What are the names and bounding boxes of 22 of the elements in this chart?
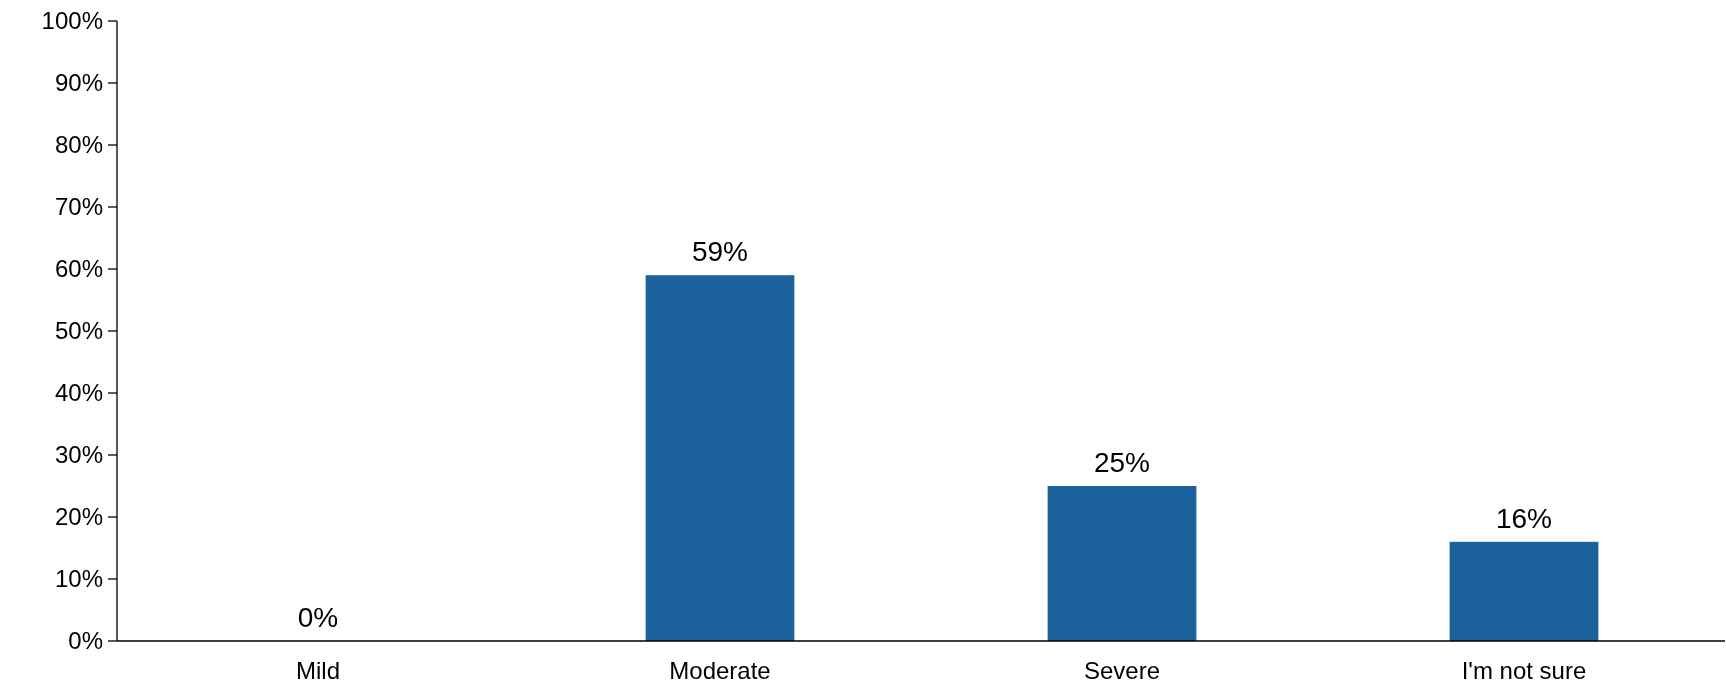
data-label: 0% [297, 602, 339, 633]
y-tick-label: 0% [68, 627, 103, 655]
y-tick-label: 70% [54, 193, 103, 221]
y-tick-label: 90% [54, 69, 103, 97]
y-tick-label: 100% [41, 7, 103, 35]
x-tick-label: Mild [295, 657, 341, 684]
y-tick-label: 40% [54, 379, 103, 407]
y-tick-label: 10% [54, 565, 103, 593]
x-tick-label: Severe [1083, 657, 1161, 684]
y-tick-label: 60% [54, 255, 103, 283]
x-tick-label: I'm not sure [1461, 657, 1587, 684]
y-tick-label: 30% [54, 441, 103, 469]
y-tick-label: 80% [54, 131, 103, 159]
bar [1449, 541, 1599, 641]
data-label: 25% [1093, 447, 1151, 478]
bar [1047, 486, 1197, 641]
y-tick-label: 20% [54, 503, 103, 531]
y-tick-label: 50% [54, 317, 103, 345]
x-tick-label: Moderate [669, 657, 771, 684]
data-label: 59% [691, 236, 749, 268]
data-label: 16% [1495, 502, 1553, 534]
bar [645, 275, 795, 641]
